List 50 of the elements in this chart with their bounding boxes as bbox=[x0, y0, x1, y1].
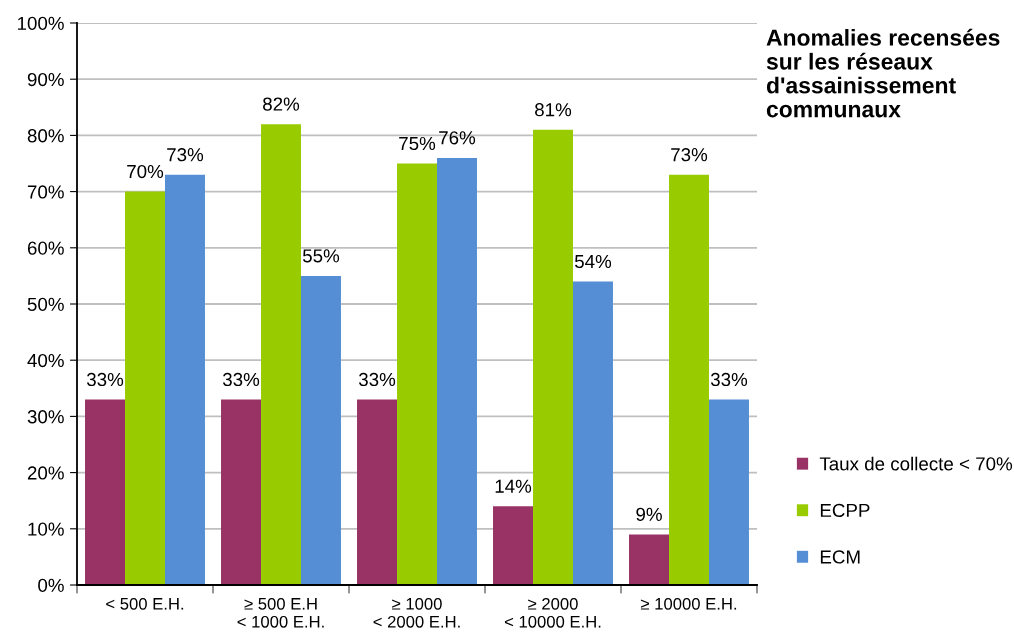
data-label: 14% bbox=[495, 479, 532, 493]
x-tick-label: ≥ 1000 < 2000 E.H. bbox=[373, 597, 460, 628]
legend-label: ECM bbox=[820, 550, 860, 564]
data-label: 81% bbox=[535, 103, 572, 117]
x-tick-label: ≥ 2000 < 10000 E.H. bbox=[504, 597, 601, 628]
y-tick-label: 0% bbox=[38, 578, 64, 592]
bar bbox=[436, 157, 477, 585]
y-tick-label: 30% bbox=[27, 410, 64, 424]
bar bbox=[669, 174, 709, 585]
data-label: 76% bbox=[439, 131, 476, 145]
bar bbox=[493, 506, 534, 585]
x-tick-label: < 500 E.H. bbox=[106, 597, 184, 610]
bar bbox=[85, 399, 126, 585]
bar bbox=[261, 124, 301, 585]
y-tick-label: 10% bbox=[28, 522, 64, 536]
y-tick-label: 50% bbox=[27, 297, 64, 311]
y-tick-label: 20% bbox=[27, 466, 64, 480]
data-label: 73% bbox=[671, 148, 708, 162]
bar bbox=[164, 174, 205, 585]
legend-label: Taux de collecte < 70% bbox=[819, 456, 1013, 471]
y-tick-label: 80% bbox=[27, 129, 64, 143]
data-label: 54% bbox=[574, 254, 612, 269]
bar bbox=[125, 191, 165, 585]
y-tick-label: 100% bbox=[17, 16, 64, 30]
data-label: 33% bbox=[710, 372, 748, 387]
data-label: 9% bbox=[636, 507, 662, 521]
data-label: 73% bbox=[167, 148, 204, 162]
y-tick-label: 60% bbox=[27, 241, 64, 255]
text: Anomalies recensées sur les réseaux d'assainissement communaux bbox=[766, 28, 1000, 118]
data-label: 70% bbox=[127, 164, 164, 179]
data-label: 33% bbox=[86, 372, 124, 387]
data-label: 33% bbox=[358, 372, 396, 387]
legend-label: ECPP bbox=[820, 503, 870, 518]
data-label: 75% bbox=[399, 136, 436, 151]
data-label: 33% bbox=[222, 372, 260, 387]
bar bbox=[300, 275, 341, 585]
data-label: 82% bbox=[263, 97, 300, 111]
bar bbox=[708, 399, 749, 585]
bar bbox=[629, 534, 670, 585]
bar bbox=[572, 281, 613, 585]
bar bbox=[221, 399, 262, 585]
y-tick-label: 90% bbox=[27, 72, 64, 87]
bar bbox=[357, 399, 398, 585]
x-tick-label: ≥ 500 E.H < 1000 E.H. bbox=[237, 597, 324, 628]
y-tick-label: 70% bbox=[27, 185, 64, 199]
x-tick-label: ≥ 10000 E.H. bbox=[640, 597, 737, 610]
bar bbox=[397, 163, 437, 585]
data-label: 55% bbox=[302, 249, 340, 263]
bar bbox=[533, 129, 573, 585]
y-tick-label: 40% bbox=[27, 353, 64, 368]
